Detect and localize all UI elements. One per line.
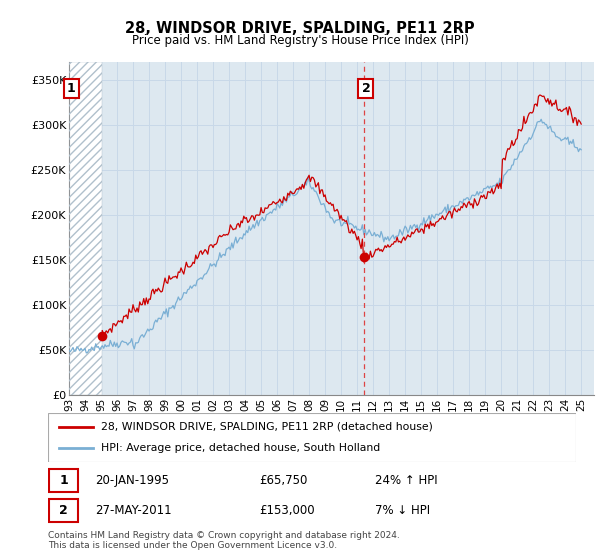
Text: £65,750: £65,750 xyxy=(259,474,308,487)
Text: 20-JAN-1995: 20-JAN-1995 xyxy=(95,474,170,487)
Text: 1: 1 xyxy=(67,82,76,95)
Text: 1: 1 xyxy=(59,474,68,487)
Text: 28, WINDSOR DRIVE, SPALDING, PE11 2RP (detached house): 28, WINDSOR DRIVE, SPALDING, PE11 2RP (d… xyxy=(101,422,433,432)
Text: 7% ↓ HPI: 7% ↓ HPI xyxy=(376,503,430,516)
Text: 2: 2 xyxy=(362,82,370,95)
Text: HPI: Average price, detached house, South Holland: HPI: Average price, detached house, Sout… xyxy=(101,443,380,453)
Text: £153,000: £153,000 xyxy=(259,503,315,516)
Bar xyxy=(69,62,102,395)
Text: Contains HM Land Registry data © Crown copyright and database right 2024.
This d: Contains HM Land Registry data © Crown c… xyxy=(48,530,400,550)
Text: 2: 2 xyxy=(59,503,68,516)
Bar xyxy=(49,498,78,521)
Text: Price paid vs. HM Land Registry's House Price Index (HPI): Price paid vs. HM Land Registry's House … xyxy=(131,34,469,46)
Bar xyxy=(69,62,102,395)
Text: 24% ↑ HPI: 24% ↑ HPI xyxy=(376,474,438,487)
Text: 27-MAY-2011: 27-MAY-2011 xyxy=(95,503,172,516)
Text: 28, WINDSOR DRIVE, SPALDING, PE11 2RP: 28, WINDSOR DRIVE, SPALDING, PE11 2RP xyxy=(125,21,475,36)
Bar xyxy=(49,469,78,492)
